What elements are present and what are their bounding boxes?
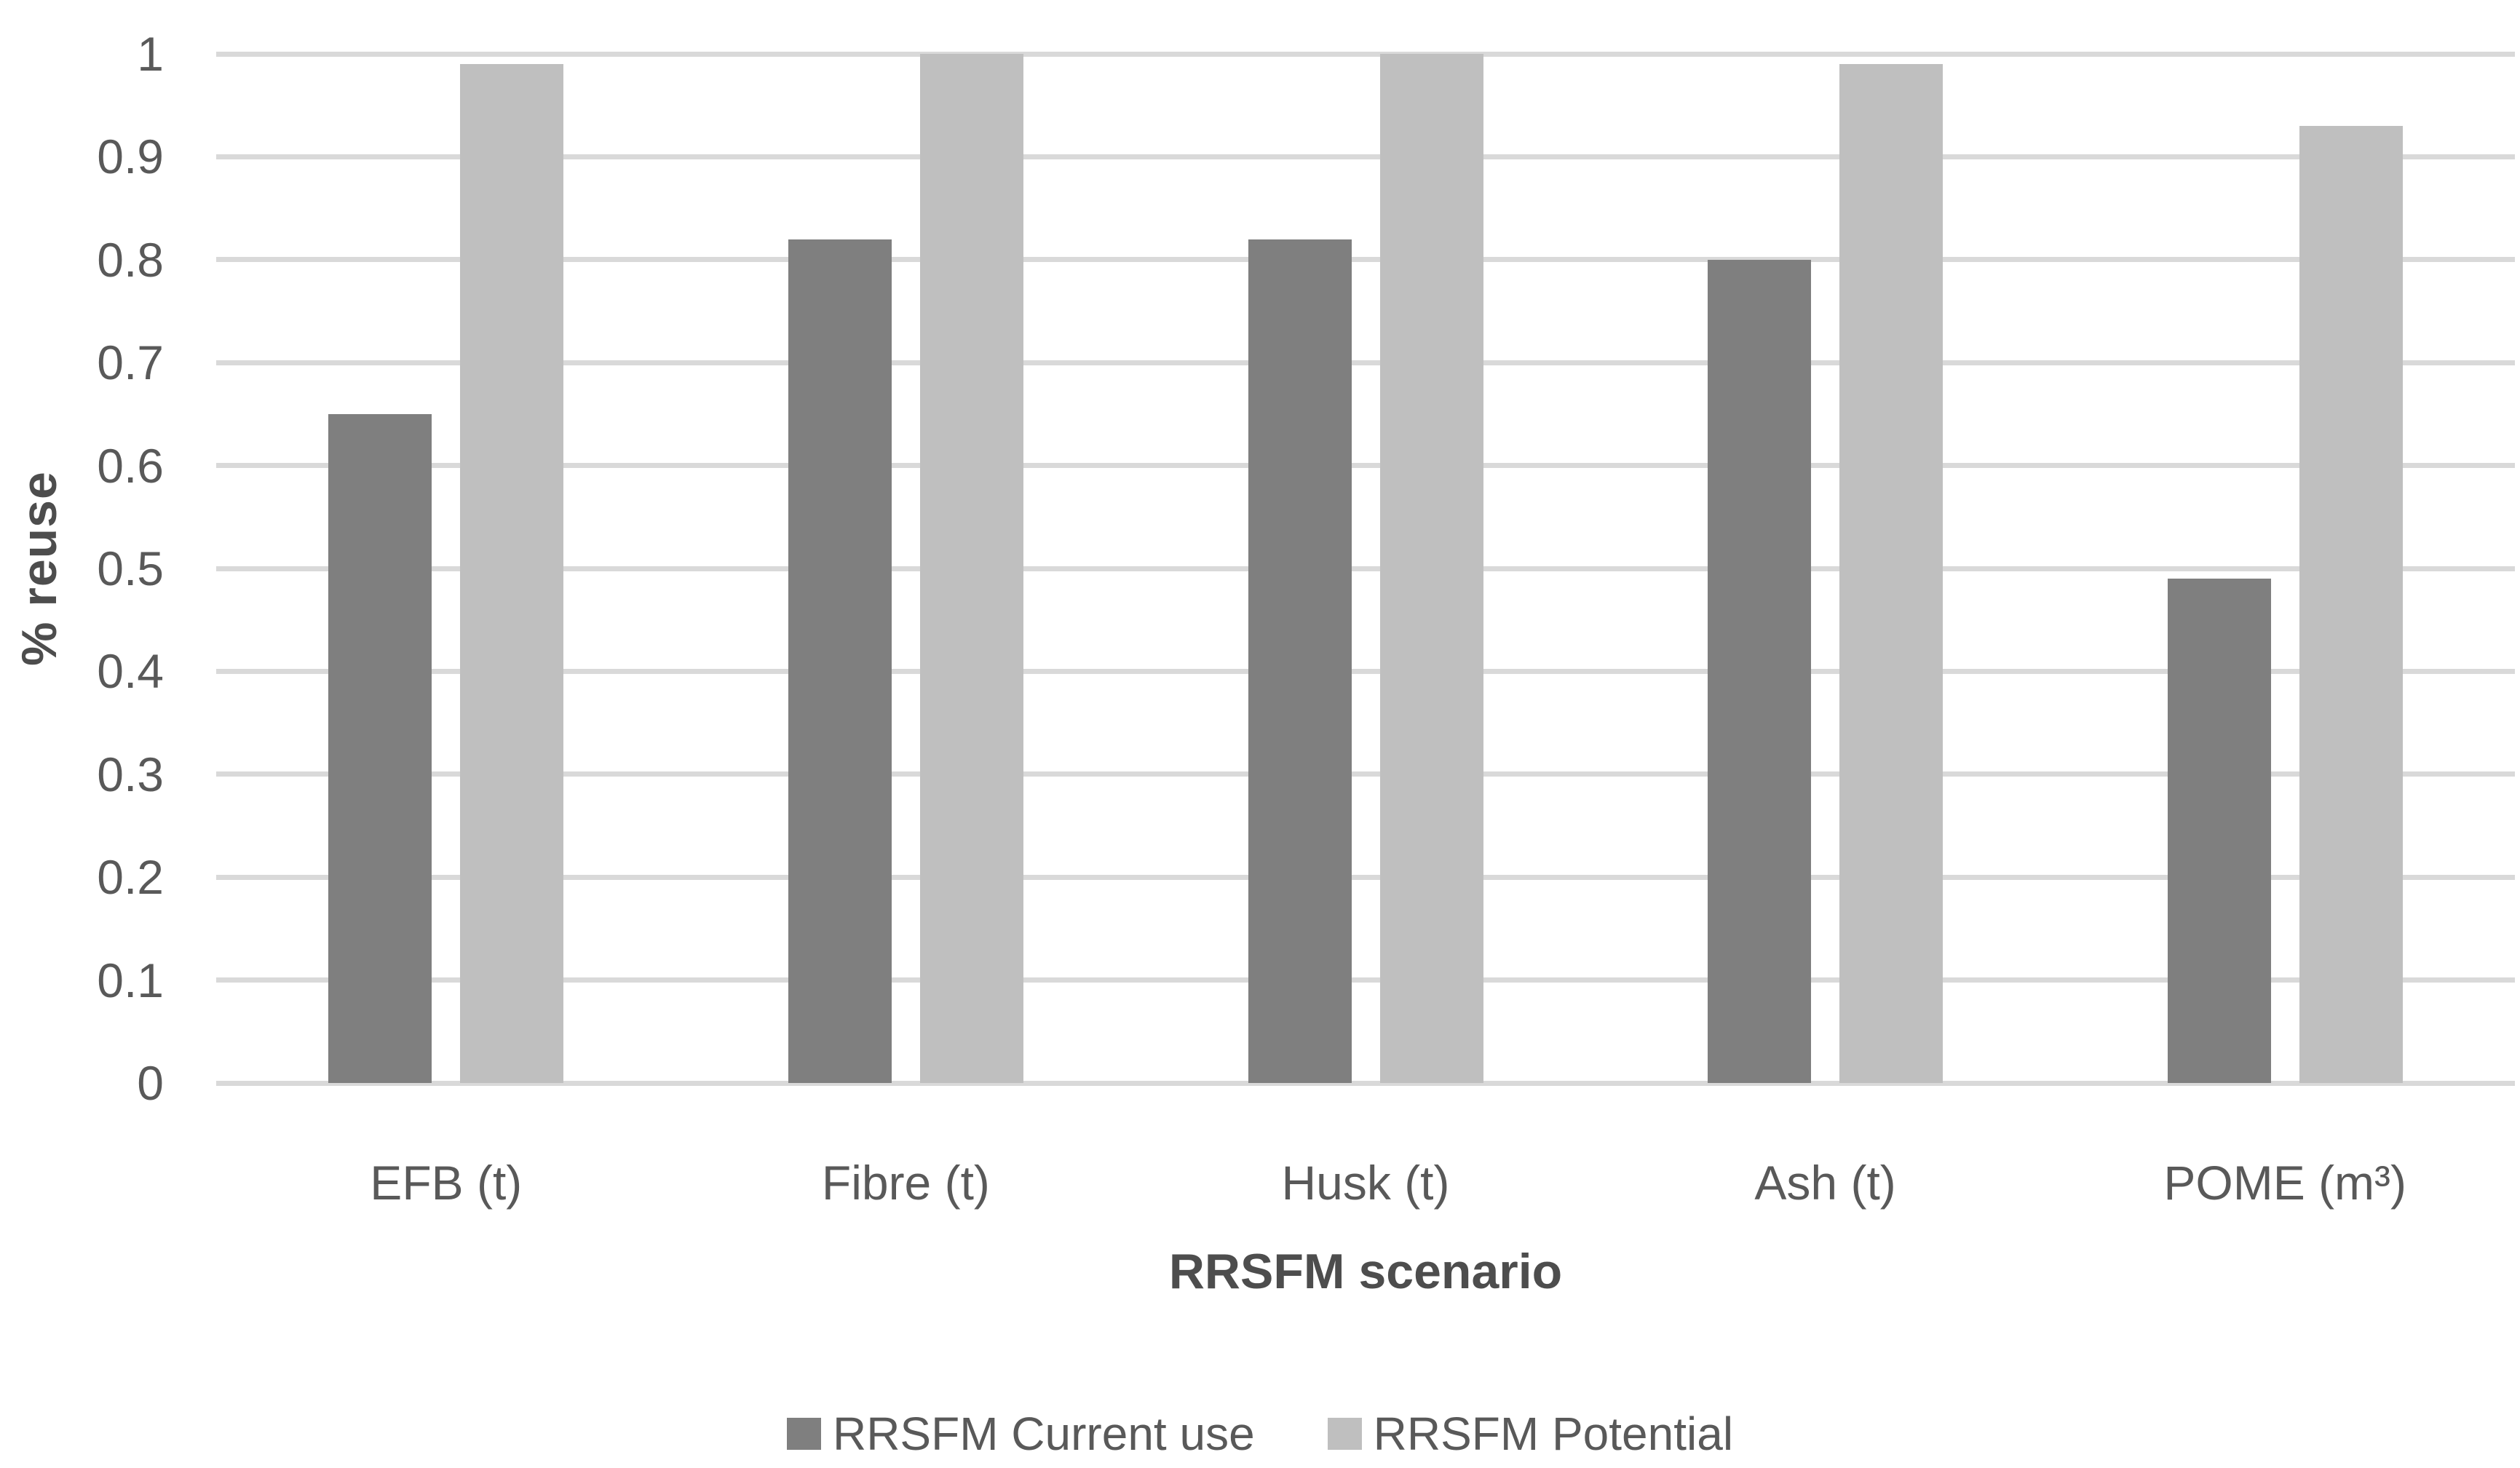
y-tick-label-0.4: 0.4 xyxy=(97,644,164,699)
x-category-label-ash: Ash (t) xyxy=(1754,1156,1896,1210)
y-tick-label-0.7: 0.7 xyxy=(97,336,164,390)
bar-current-husk xyxy=(1248,239,1352,1083)
bar-potential-efb xyxy=(460,64,564,1083)
gridline-0.1 xyxy=(216,977,2515,983)
y-tick-label-0.9: 0.9 xyxy=(97,130,164,184)
x-category-label-pome: POME (m³) xyxy=(2163,1156,2406,1210)
y-tick-label-0.2: 0.2 xyxy=(97,850,164,905)
x-axis-title: RRSFM scenario xyxy=(1168,1244,1563,1299)
legend-label: RRSFM Current use xyxy=(832,1408,1255,1460)
x-category-label-efb: EFB (t) xyxy=(370,1156,523,1210)
y-tick-label-0.1: 0.1 xyxy=(97,953,164,1007)
y-tick-label-0.6: 0.6 xyxy=(97,438,164,493)
x-category-label-fibre: Fibre (t) xyxy=(821,1156,990,1210)
gridline-0.4 xyxy=(216,668,2515,674)
legend-item-potential: RRSFM Potential xyxy=(1327,1407,1734,1461)
bar-potential-fibre xyxy=(919,54,1023,1083)
gridline-0.9 xyxy=(216,154,2515,159)
gridline-0.6 xyxy=(216,463,2515,469)
plot-area xyxy=(216,51,2515,1086)
bar-potential-ash xyxy=(1839,64,1944,1083)
y-tick-label-0.8: 0.8 xyxy=(97,232,164,287)
gridline-0 xyxy=(216,1080,2515,1086)
gridline-1 xyxy=(216,51,2515,57)
bar-potential-pome xyxy=(2299,125,2403,1083)
x-category-label-husk: Husk (t) xyxy=(1281,1156,1450,1210)
gridline-0.2 xyxy=(216,874,2515,880)
gridline-0.3 xyxy=(216,771,2515,777)
y-tick-label-1: 1 xyxy=(137,27,164,81)
legend-swatch-icon xyxy=(1327,1418,1362,1450)
bar-current-fibre xyxy=(788,239,892,1083)
legend-label: RRSFM Potential xyxy=(1373,1408,1734,1460)
y-tick-label-0.3: 0.3 xyxy=(97,747,164,801)
bar-potential-husk xyxy=(1379,54,1483,1083)
bar-current-pome xyxy=(2167,579,2271,1083)
bar-current-ash xyxy=(1708,259,1812,1083)
legend-item-current-use: RRSFM Current use xyxy=(786,1407,1255,1461)
gridline-0.7 xyxy=(216,360,2515,365)
gridline-0.8 xyxy=(216,257,2515,263)
bar-current-efb xyxy=(328,413,432,1083)
y-tick-label-0.5: 0.5 xyxy=(97,541,164,595)
gridline-0.5 xyxy=(216,566,2515,571)
legend: RRSFM Current use RRSFM Potential xyxy=(0,1403,2520,1464)
legend-swatch-icon xyxy=(786,1418,821,1450)
y-tick-label-0: 0 xyxy=(137,1056,164,1110)
